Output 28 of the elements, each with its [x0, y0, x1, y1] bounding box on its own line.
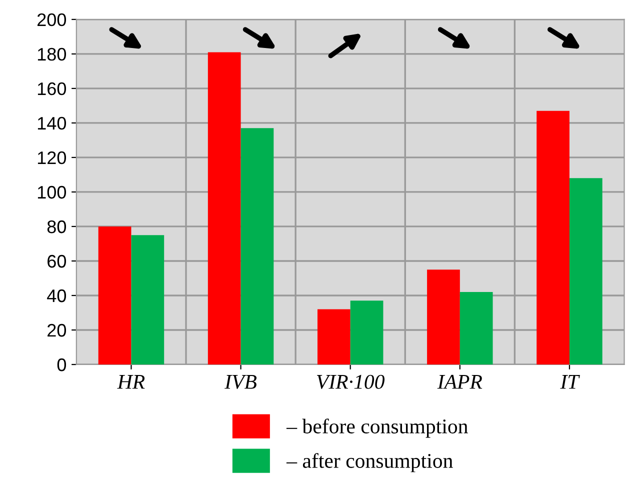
bar: [131, 235, 164, 364]
legend-label: – after consumption: [286, 453, 453, 472]
x-tick-label: HR: [117, 375, 145, 389]
x-tick-label: IVB: [224, 375, 257, 389]
y-tick-label: 200: [38, 13, 66, 26]
y-tick-label: 160: [38, 82, 66, 96]
bar: [240, 128, 274, 364]
x-tick-label: IAPR: [437, 374, 482, 389]
y-tick-label: 120: [38, 151, 66, 164]
y-tick-label: 100: [38, 186, 66, 199]
legend-label: – before consumption: [286, 418, 468, 438]
y-tick-label: 140: [38, 116, 66, 130]
bar: [208, 52, 241, 364]
x-tick-label: IT: [560, 375, 580, 389]
y-tick-label: 0: [57, 358, 66, 372]
bar: [350, 300, 384, 364]
bar: [536, 110, 570, 364]
bar: [427, 270, 460, 364]
y-tick-label: 80: [47, 220, 66, 234]
y-tick-label: 180: [38, 48, 66, 61]
bar: [98, 226, 132, 364]
x-tick-label: VIR·100: [317, 374, 385, 389]
y-tick-label: 20: [48, 324, 66, 337]
y-tick-label: 40: [47, 289, 66, 302]
y-tick-label: 60: [48, 254, 66, 268]
bar: [569, 178, 602, 364]
bar: [460, 292, 493, 364]
bar: [317, 309, 350, 364]
